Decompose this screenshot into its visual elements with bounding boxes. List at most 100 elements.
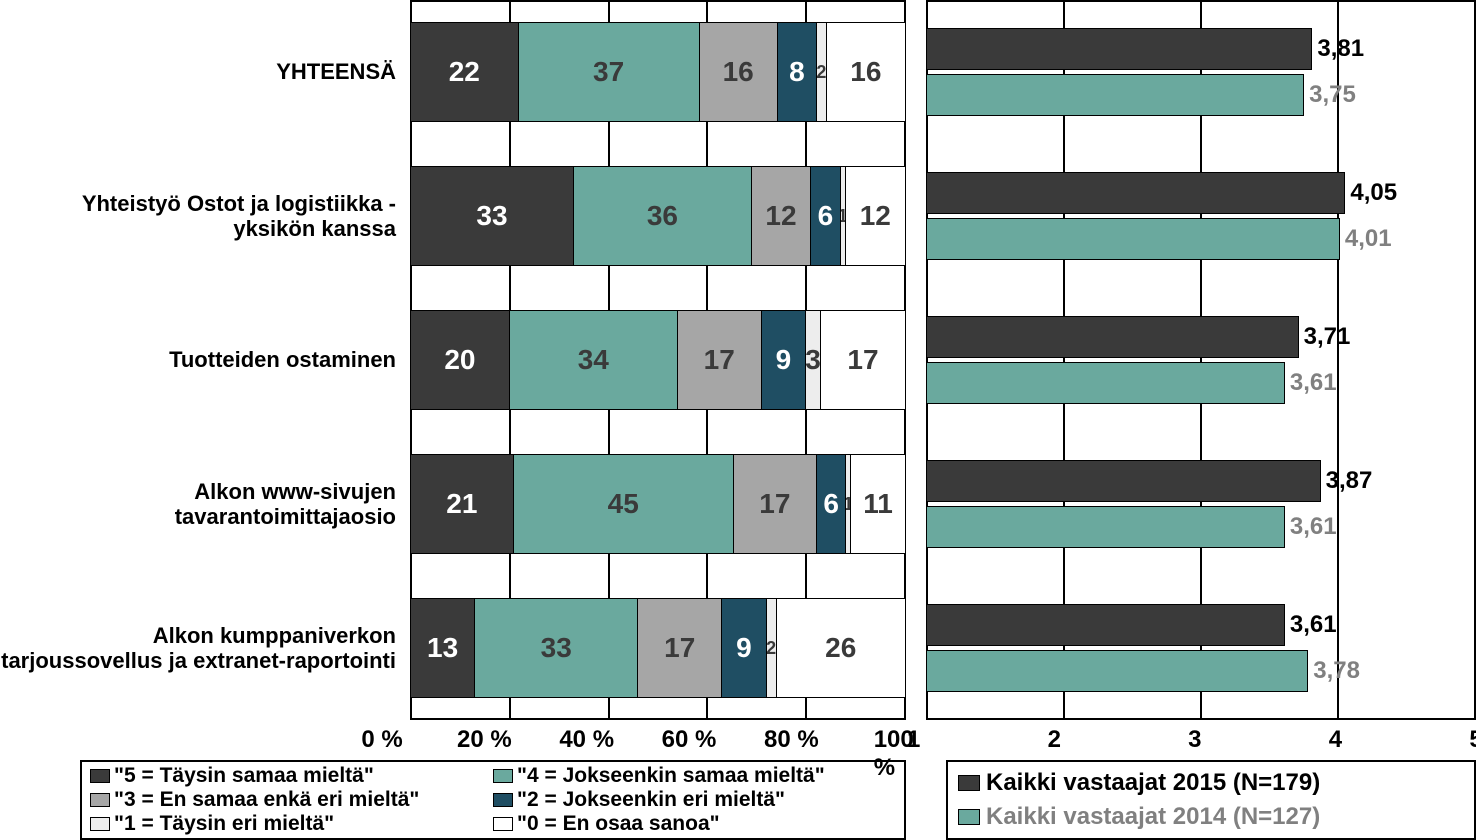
category-label: Yhteistyö Ostot ja logistiikka -yksikön … (0, 144, 396, 288)
stacked-row: 20 34 17 93 17 (410, 288, 906, 432)
legend-row: "5 = Täysin samaa mieltä" "4 = Jokseenkin… (0, 760, 1476, 840)
category-label: Alkon kumppaniverkon tarjoussovellus ja … (0, 576, 396, 720)
legend-label: "4 = Jokseenkin samaa mieltä" (517, 764, 825, 788)
stacked-segment: 17 (638, 599, 722, 697)
stacked-row: 2237168216 (410, 0, 906, 144)
score-bar-y2015: 3,71 (926, 316, 1299, 358)
stacked-segment: 17 (678, 311, 762, 409)
stacked-bar: 13 33 17 92 26 (410, 598, 906, 698)
legend-label: "5 = Täysin samaa mieltä" (114, 764, 374, 788)
stacked-segment: 16 (827, 23, 905, 121)
score-value: 3,81 (1317, 35, 1364, 63)
stacked-rows: 2237168216333612611220341793172145176111… (410, 0, 906, 720)
segment-value: 9 (736, 632, 752, 664)
score-bar-y2015: 3,61 (926, 604, 1285, 646)
score-row: 3,873,61 (926, 432, 1476, 576)
legend-swatch (958, 775, 980, 791)
x-tick: 4 (1329, 726, 1342, 754)
segment-value: 2 (767, 638, 776, 659)
segment-value: 37 (593, 56, 624, 88)
segment-value: 22 (449, 56, 480, 88)
legend-item: "4 = Jokseenkin samaa mieltä" (493, 764, 896, 788)
x-tick: 40 % (559, 726, 614, 754)
scores-x-axis: 12345 (914, 726, 1476, 758)
segment-value: 34 (578, 344, 609, 376)
axis-row: 0 %20 %40 %60 %80 %100 % 12345 (0, 726, 1476, 758)
score-rows: 3,813,754,054,013,713,613,873,613,613,78 (926, 0, 1476, 720)
stacked-segment: 45 (514, 455, 734, 553)
legend-item: Kaikki vastaajat 2015 (N=179) (958, 769, 1464, 797)
segment-value: 17 (847, 344, 878, 376)
score-value: 3,78 (1313, 657, 1360, 685)
stacked-row: 13 33 17 92 26 (410, 576, 906, 720)
segment-value: 3 (806, 344, 821, 376)
stacked-segment: 12 (752, 167, 811, 265)
stacked-segment: 9 (722, 599, 766, 697)
score-bar-y2014: 3,78 (926, 650, 1308, 692)
category-label: Alkon www-sivujen tavarantoimittajaosio (0, 432, 396, 576)
score-row: 3,81 3,75 (926, 0, 1476, 144)
stacked-segment: 22 (411, 23, 519, 121)
segment-value: 12 (765, 200, 796, 232)
legend-label: Kaikki vastaajat 2015 (N=179) (986, 769, 1320, 797)
score-value: 3,61 (1290, 611, 1337, 639)
x-tick: 2 (1048, 726, 1061, 754)
stacked-segment: 17 (821, 311, 905, 409)
stacked-segment: 6 (817, 455, 846, 553)
segment-value: 9 (776, 344, 792, 376)
stacked-row: 2145176111 (410, 432, 906, 576)
stacked-segment: 34 (510, 311, 678, 409)
segment-value: 6 (818, 200, 834, 232)
stacked-segment: 2 (767, 599, 777, 697)
segment-value: 17 (704, 344, 735, 376)
legend-item: "2 = Jokseenkin eri mieltä" (493, 788, 896, 812)
stacked-segment: 13 (411, 599, 475, 697)
segment-value: 13 (427, 632, 458, 664)
legend-swatch (493, 769, 513, 783)
legend-label: "3 = En samaa enkä eri mieltä" (114, 788, 419, 812)
score-bar-y2014: 3,61 (926, 362, 1285, 404)
stacked-panel: YHTEENSÄYhteistyö Ostot ja logistiikka -… (0, 0, 906, 720)
legend-item: "5 = Täysin samaa mieltä" (90, 764, 493, 788)
legend-item: "1 = Täysin eri mieltä" (90, 812, 493, 836)
score-bar-y2015: 3,87 (926, 460, 1321, 502)
legend-swatch (958, 809, 980, 825)
segment-value: 26 (825, 632, 856, 664)
stacked-segment: 20 (411, 311, 510, 409)
legend-item: "0 = En osaa sanoa" (493, 812, 896, 836)
x-tick: 0 % (361, 726, 402, 754)
segment-value: 33 (476, 200, 507, 232)
x-tick: 20 % (457, 726, 512, 754)
score-bar-y2015: 3,81 (926, 28, 1312, 70)
stacked-segment: 11 (851, 455, 905, 553)
score-value: 3,71 (1304, 323, 1351, 351)
score-value: 3,75 (1309, 81, 1356, 109)
legend-label: "1 = Täysin eri mieltä" (114, 812, 334, 836)
stacked-bar: 20 34 17 93 17 (410, 310, 906, 410)
segment-value: 33 (541, 632, 572, 664)
x-tick: 80 % (764, 726, 819, 754)
stacked-segment: 6 (811, 167, 841, 265)
segment-value: 11 (863, 488, 893, 520)
score-bar-y2014: 4,01 (926, 218, 1340, 260)
legend-swatch (90, 817, 110, 831)
score-row: 3,613,78 (926, 576, 1476, 720)
segment-value: 6 (823, 488, 839, 520)
legend-swatch (90, 793, 110, 807)
score-bar-y2014: 3,61 (926, 506, 1285, 548)
segment-value: 2 (817, 62, 826, 83)
stacked-row: 3336126112 (410, 144, 906, 288)
score-row: 3,713,61 (926, 288, 1476, 432)
scores-panel: 3,813,754,054,013,713,613,873,613,613,78 (926, 0, 1476, 720)
x-tick: 60 % (662, 726, 717, 754)
stacked-segment: 12 (846, 167, 905, 265)
segment-value: 8 (789, 56, 805, 88)
stacked-segment: 36 (574, 167, 752, 265)
stacked-segment: 33 (475, 599, 638, 697)
x-tick: 3 (1188, 726, 1201, 754)
stacked-legend: "5 = Täysin samaa mieltä" "4 = Jokseenkin… (80, 760, 906, 840)
stacked-segment: 21 (411, 455, 514, 553)
score-value: 3,61 (1290, 513, 1337, 541)
segment-value: 16 (723, 56, 754, 88)
segment-value: 20 (444, 344, 475, 376)
